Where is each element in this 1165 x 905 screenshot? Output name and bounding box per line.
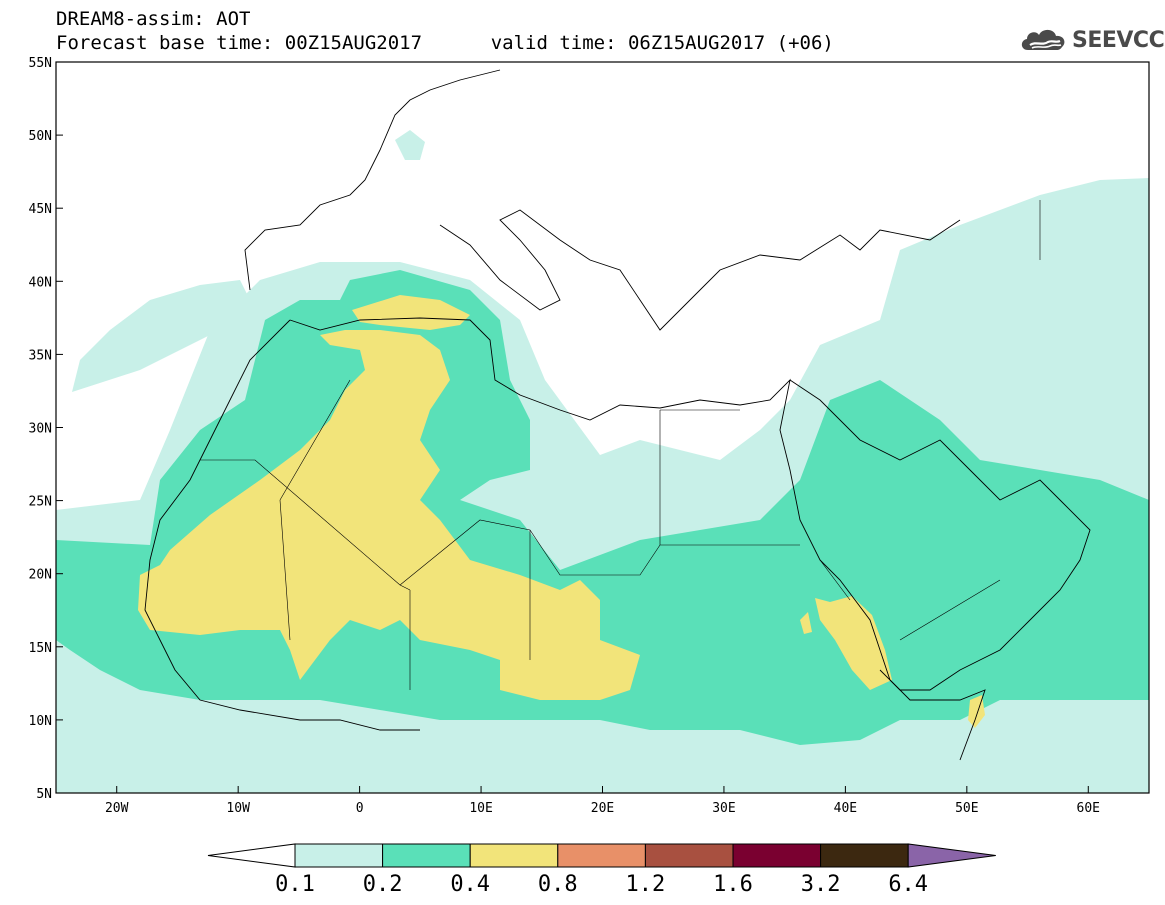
lat-axis: 55N 50N 45N 40N 35N 30N 25N 20N 15N 10N 5N <box>29 56 63 802</box>
lon-tick-label: 10E <box>469 801 492 816</box>
base-time-label: Forecast base time: 00Z15AUG2017 <box>56 32 423 54</box>
colorbar-segment <box>557 843 646 868</box>
lat-tick-label: 45N <box>29 202 52 217</box>
colorbar-label: 3.2 <box>801 872 841 897</box>
colorbar-segment <box>820 843 909 868</box>
lon-tick-label: 0 <box>356 801 364 816</box>
aot-band-0.1-0.2-west <box>72 280 250 392</box>
lat-tick-label: 55N <box>29 56 52 71</box>
lat-tick-label: 50N <box>29 129 52 144</box>
colorbar-low-arrow <box>207 843 296 868</box>
lon-tick-label: 50E <box>955 801 978 816</box>
lat-tick-label: 15N <box>29 641 52 656</box>
lat-tick-label: 20N <box>29 568 52 583</box>
lat-tick-label: 30N <box>29 422 52 437</box>
lat-tick-label: 25N <box>29 495 52 510</box>
colorbar-label: 1.6 <box>713 872 753 897</box>
coastline-arabia <box>789 379 1091 691</box>
colorbar-label: 0.1 <box>275 872 315 897</box>
colorbar-label: 0.2 <box>363 872 403 897</box>
colorbar-label: 0.8 <box>538 872 578 897</box>
aot-field <box>56 69 1149 793</box>
seevccc-logo: SEEVCCC <box>1018 26 1165 54</box>
map-title: DREAM8-assim: AOT <box>56 8 251 30</box>
colorbar-segment <box>469 843 559 868</box>
aot-band-0.4-0.8-small <box>800 612 812 634</box>
lat-tick-label: 40N <box>29 275 52 290</box>
lon-axis: 20W 10W 0 10E 20E 30E 40E 50E 60E <box>105 786 1100 816</box>
aot-band-0.4-0.8-red-sea <box>815 596 892 690</box>
lat-tick-label: 35N <box>29 348 52 363</box>
colorbar: 0.1 0.2 0.4 0.8 1.2 1.6 3.2 6.4 <box>207 843 996 897</box>
lon-tick-label: 10W <box>226 801 250 816</box>
colorbar-high-arrow <box>907 843 996 868</box>
colorbar-segment <box>644 843 734 868</box>
lat-tick-label: 5N <box>36 787 52 802</box>
lat-tick-label: 10N <box>29 714 52 729</box>
colorbar-segment <box>294 843 384 868</box>
colorbar-segment <box>382 843 471 868</box>
lon-tick-label: 20E <box>591 801 614 816</box>
colorbar-segment <box>732 843 822 868</box>
aot-band-0.4-0.8-sahara <box>138 330 640 700</box>
lon-tick-label: 20W <box>105 801 129 816</box>
lon-tick-label: 30E <box>712 801 735 816</box>
coastline-europe <box>244 69 961 331</box>
lon-tick-label: 60E <box>1077 801 1100 816</box>
colorbar-label: 0.4 <box>450 872 490 897</box>
country-borders <box>200 200 1041 690</box>
aot-band-0.4-0.8-atlas <box>352 295 470 330</box>
forecast-times: Forecast base time: 00Z15AUG2017 valid t… <box>56 32 834 54</box>
colorbar-label: 6.4 <box>888 872 928 897</box>
logo-text: SEEVCCC <box>1072 27 1165 53</box>
cloud-logo-icon <box>1021 29 1065 50</box>
valid-time-label: valid time: 06Z15AUG2017 (+06) <box>490 32 834 54</box>
aot-band-0.1-0.2-north <box>395 130 425 160</box>
colorbar-label: 1.2 <box>626 872 666 897</box>
lon-tick-label: 40E <box>834 801 857 816</box>
